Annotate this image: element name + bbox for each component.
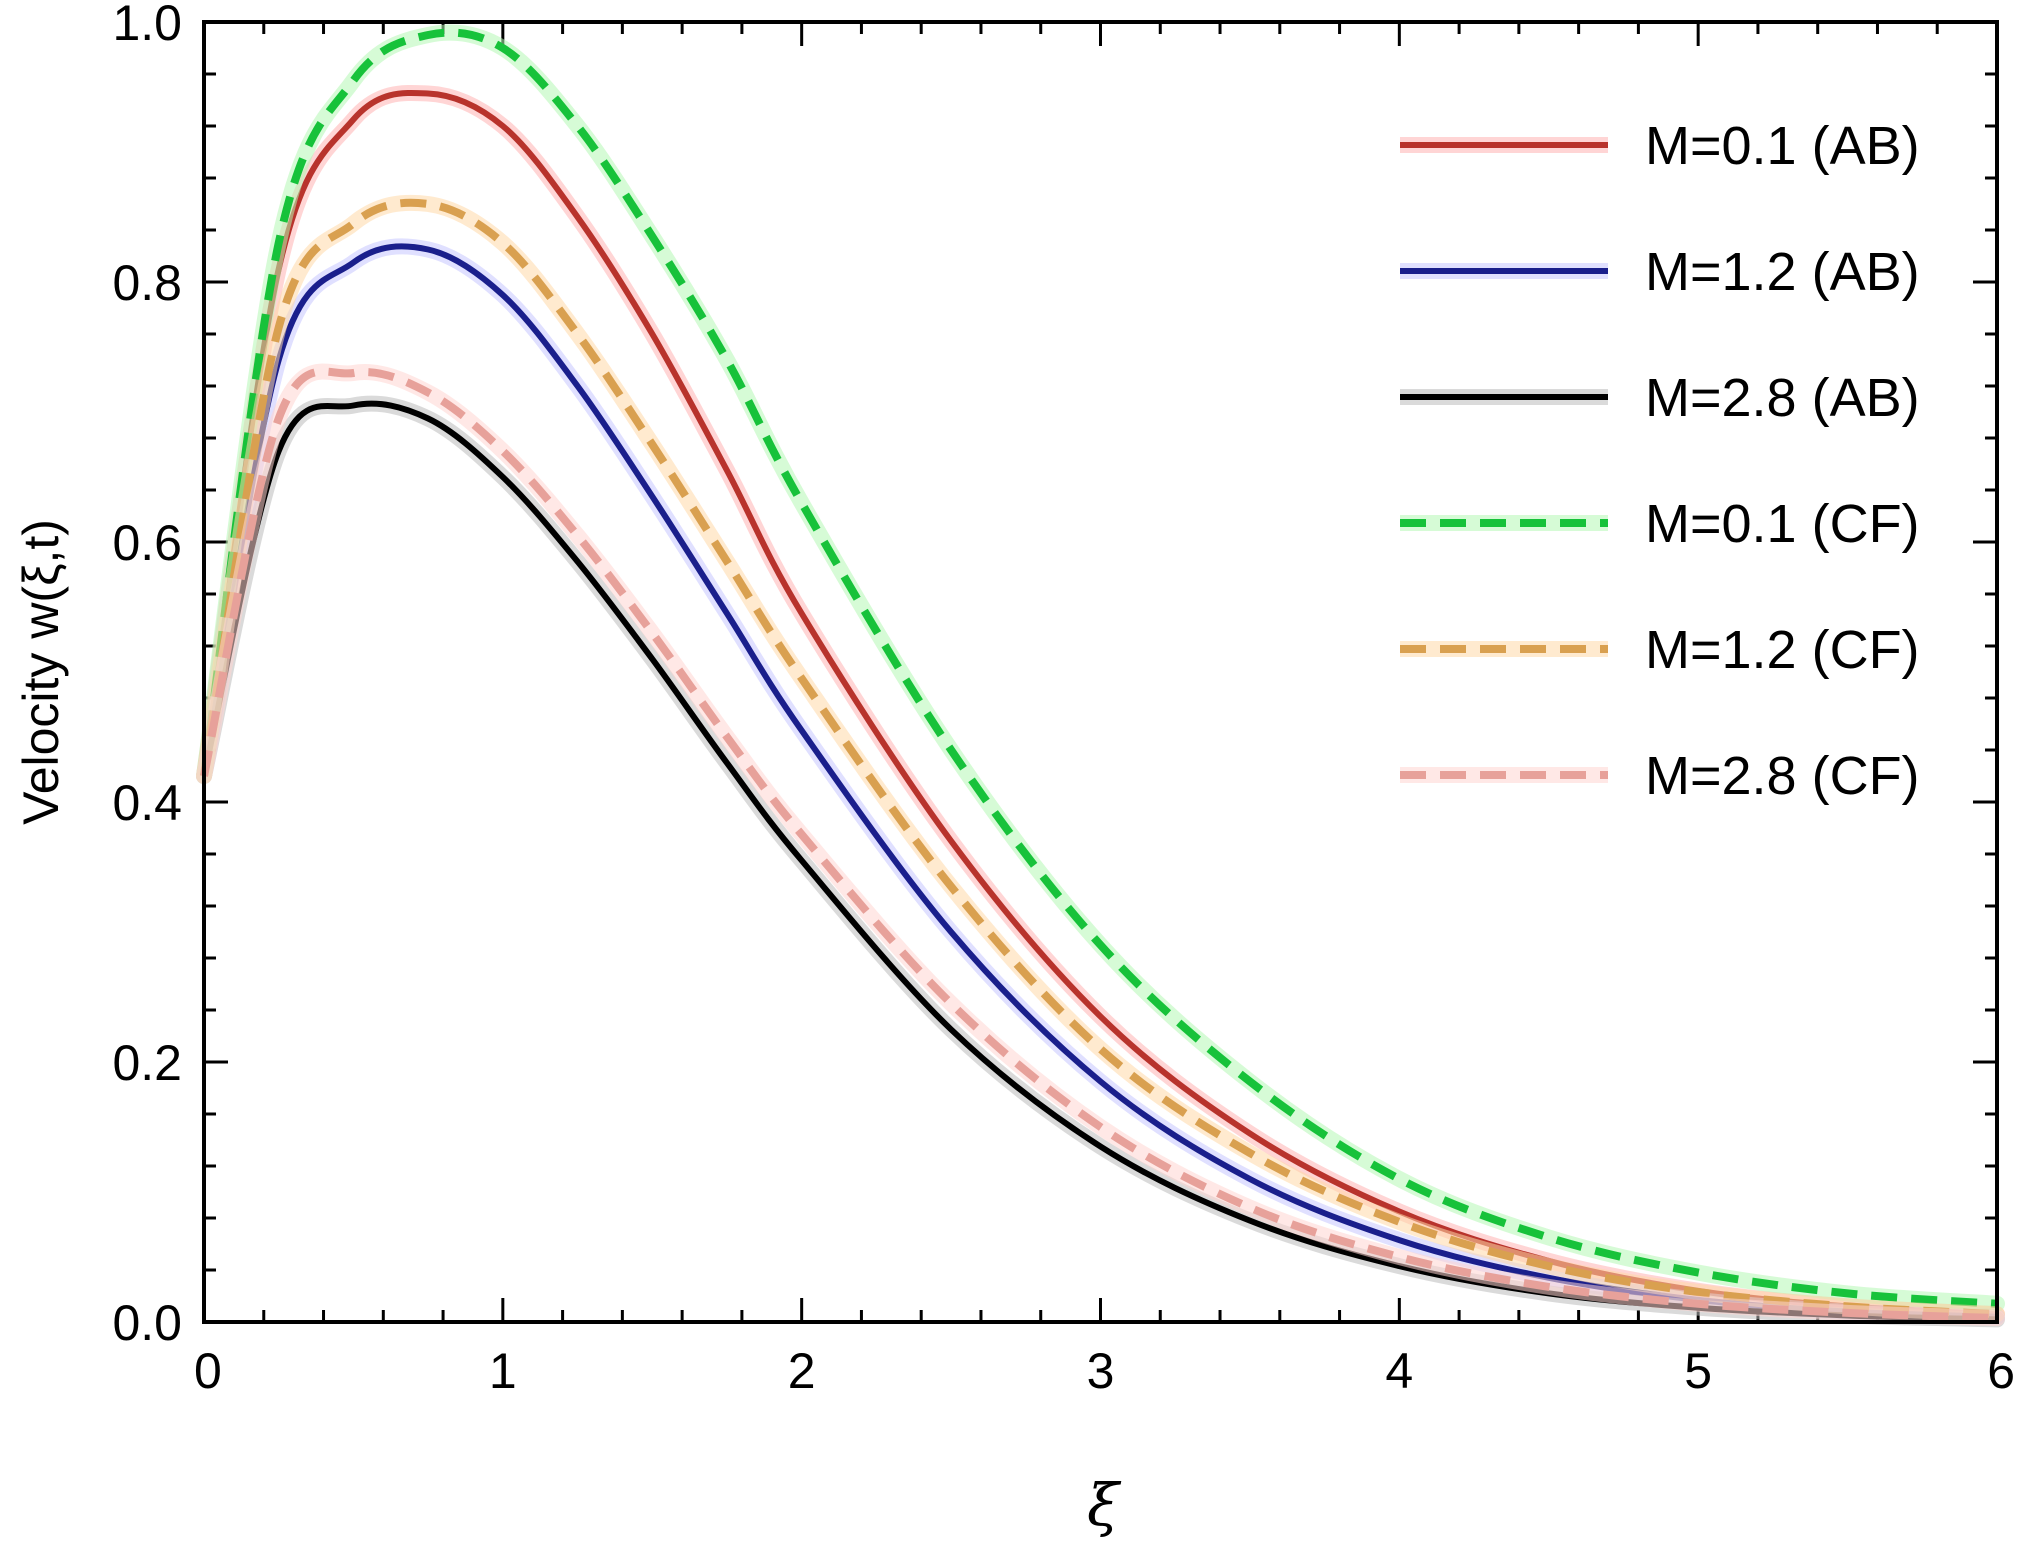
series-line (200, 28, 1998, 1308)
legend-item-m-0-1-ab: M=0.1 (AB) (1400, 116, 1920, 176)
x-tick-label: 6 (1987, 1343, 2015, 1399)
legend-item-m-2-8-ab: M=2.8 (AB) (1400, 368, 1920, 428)
legend-label: M=1.2 (CF) (1645, 620, 1920, 680)
series-m-2-8-cf (196, 363, 2005, 1327)
x-axis-label: ξ (1087, 1471, 1122, 1539)
y-tick-label: 0.4 (112, 775, 182, 831)
x-tick-label: 0 (194, 1343, 222, 1399)
legend-item-m-2-8-cf: M=2.8 (CF) (1400, 746, 1920, 806)
legend-label: M=0.1 (AB) (1645, 116, 1920, 176)
legend-item-m-0-1-cf: M=0.1 (CF) (1400, 494, 1920, 554)
x-tick-label: 3 (1087, 1343, 1115, 1399)
legend-label: M=2.8 (CF) (1645, 746, 1920, 806)
series-line (200, 198, 1998, 1319)
x-tick-label: 1 (489, 1343, 517, 1399)
y-tick-label: 0.2 (112, 1035, 182, 1091)
x-tick-label: 2 (788, 1343, 816, 1399)
legend-label: M=2.8 (AB) (1645, 368, 1920, 428)
x-tick-label: 4 (1385, 1343, 1413, 1399)
series-m-0-1-cf (196, 24, 2005, 1312)
legend-label: M=0.1 (CF) (1645, 494, 1920, 554)
y-tick-label: 0.0 (112, 1295, 182, 1351)
legend-label: M=1.2 (AB) (1645, 242, 1920, 302)
y-tick-label: 1.0 (112, 0, 182, 51)
series-layer (196, 24, 2005, 1328)
x-tick-label: 5 (1684, 1343, 1712, 1399)
tick-labels: 0 1 2 3 4 5 6 0.0 0.2 0.4 0.6 0.8 1.0 (112, 0, 2015, 1399)
plot-frame (202, 20, 1999, 1324)
y-axis-label: Velocity w(ξ,t) (13, 519, 69, 825)
legend-item-m-1-2-cf: M=1.2 (CF) (1400, 620, 1920, 680)
legend-item-m-1-2-ab: M=1.2 (AB) (1400, 242, 1920, 302)
series-line (200, 367, 1998, 1323)
legend: M=0.1 (AB) M=1.2 (AB) M=2.8 (AB) M=0.1 (CF)… (1400, 116, 1920, 806)
series-m-1-2-cf (196, 194, 2005, 1323)
y-tick-label: 0.8 (112, 255, 182, 311)
y-tick-label: 0.6 (112, 515, 182, 571)
